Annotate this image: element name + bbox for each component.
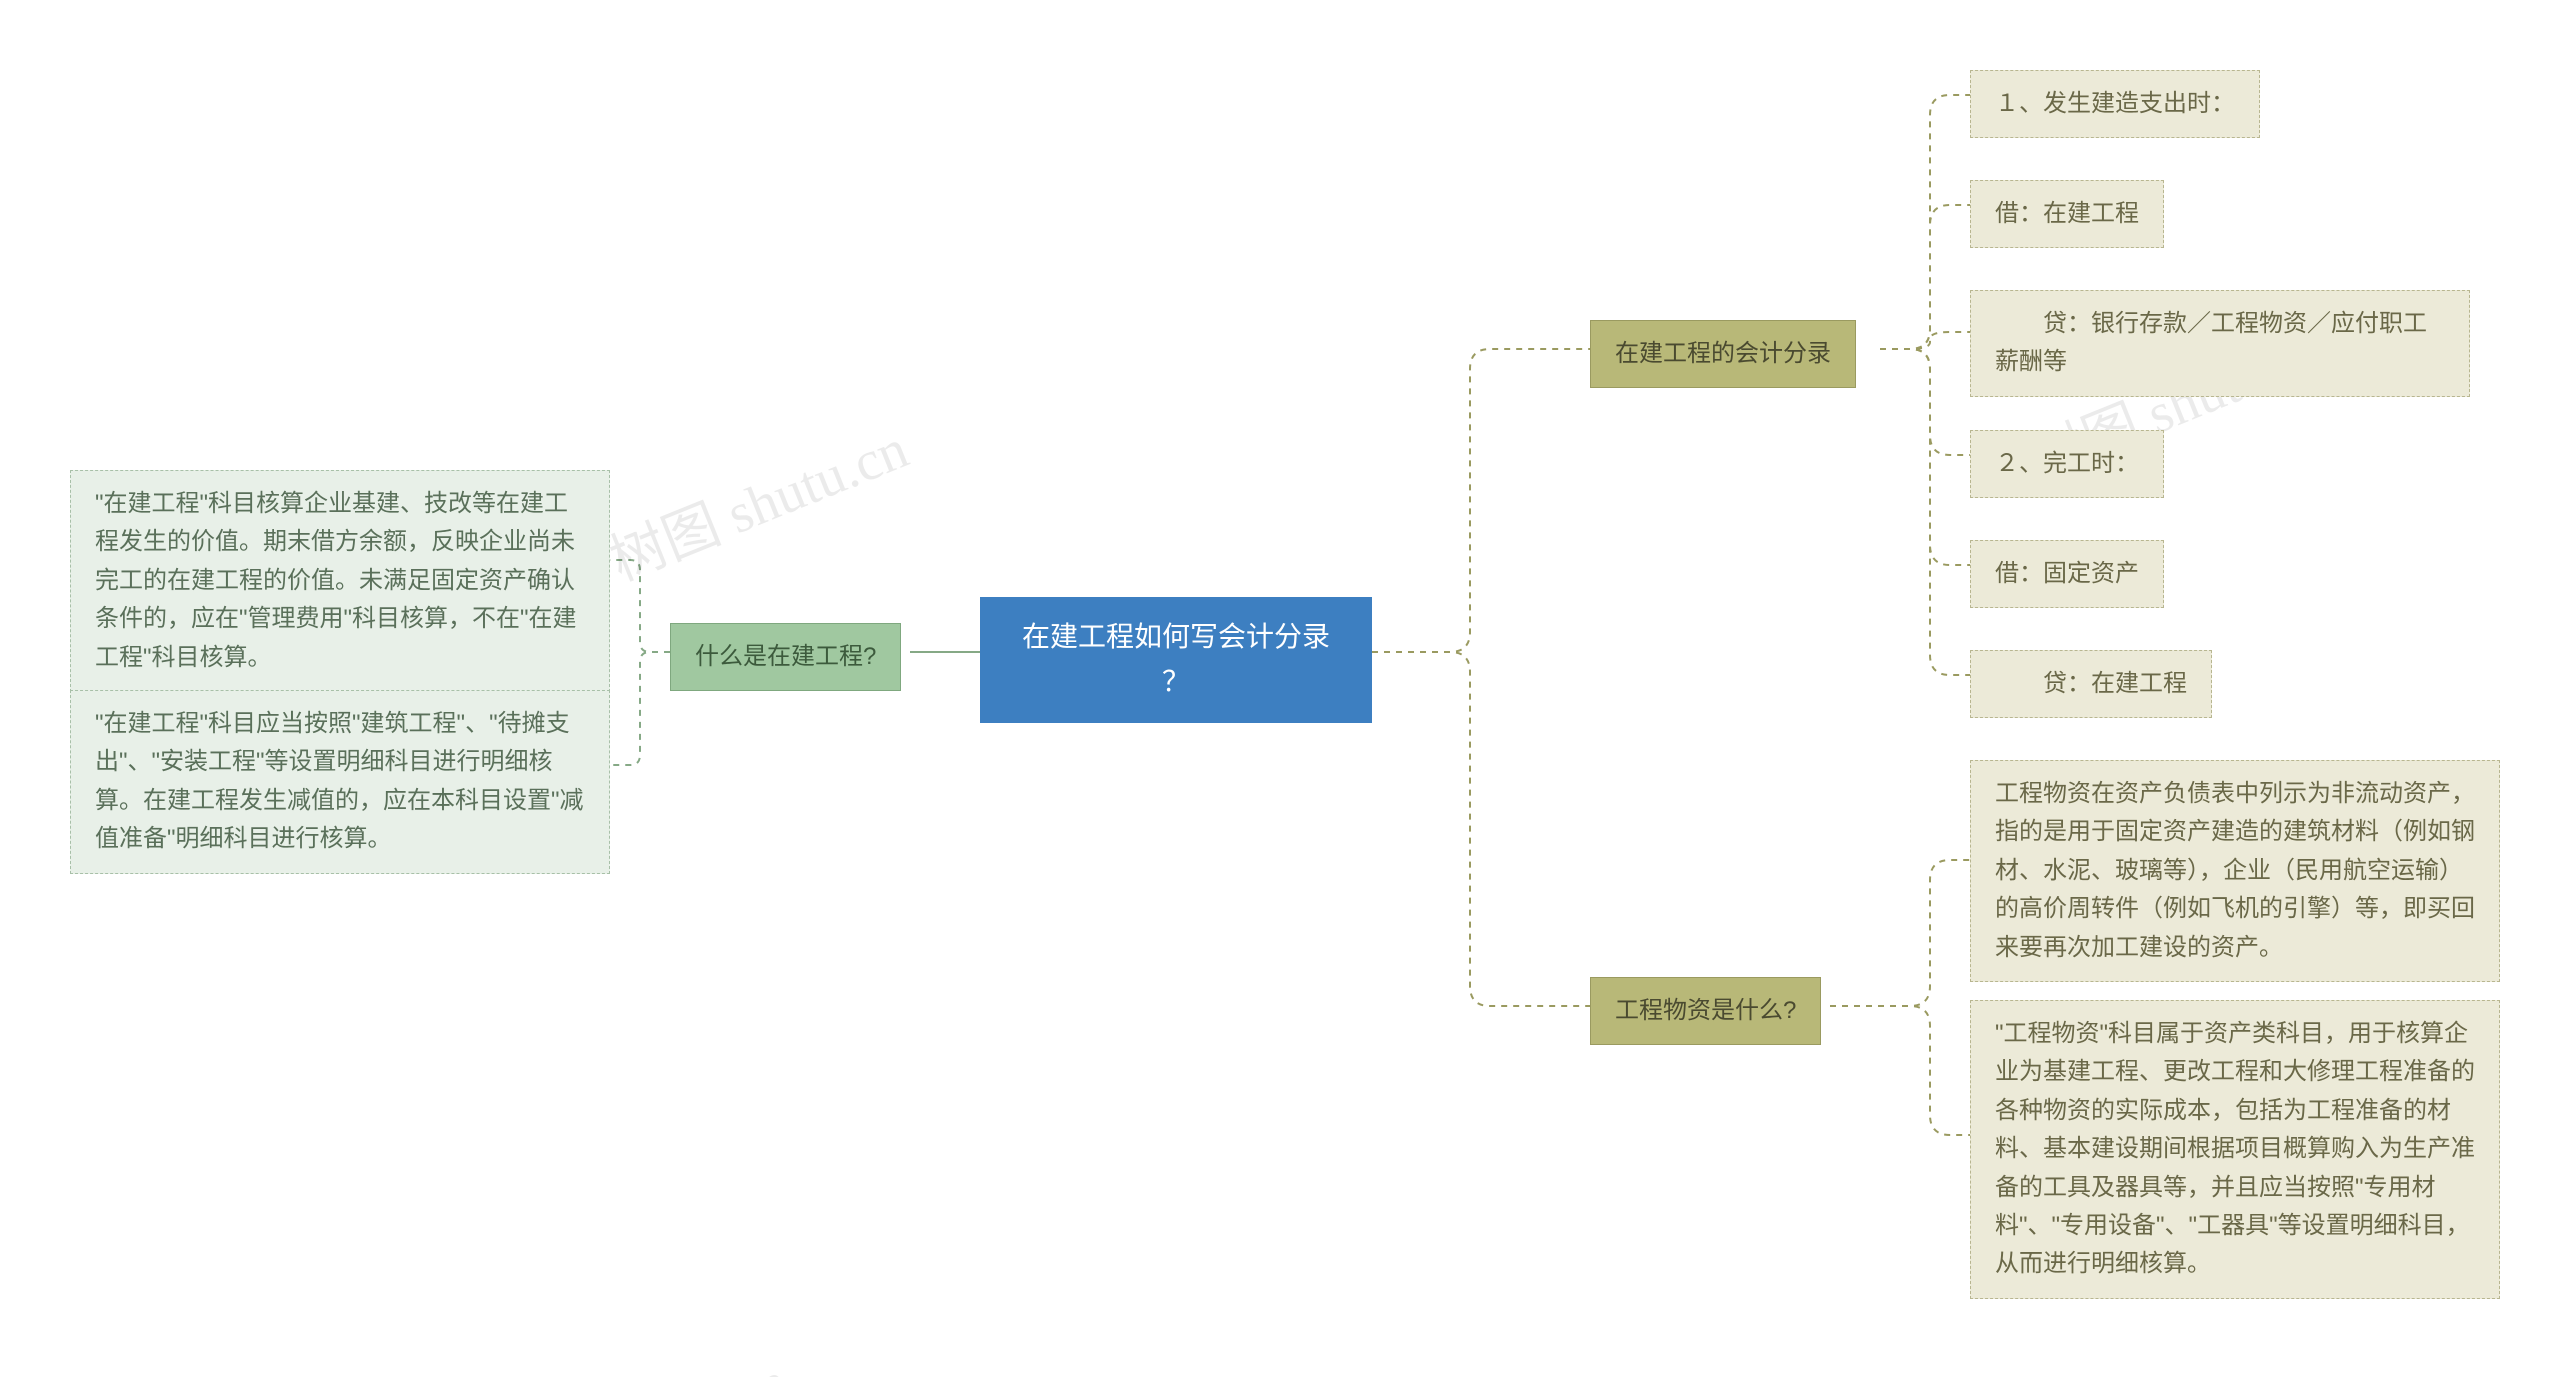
edge-root-right-0: [1372, 349, 1590, 652]
edge-r0-l4: [1880, 349, 1970, 565]
edge-r1-l1: [1830, 1006, 1970, 1135]
right-1-leaf-1[interactable]: "工程物资"科目属于资产类科目，用于核算企业为基建工程、更改工程和大修理工程准备…: [1970, 1000, 2500, 1299]
right-branch-0-node[interactable]: 在建工程的会计分录: [1590, 320, 1856, 388]
root-text-line2: ？: [1162, 666, 1190, 697]
edge-left-leaf-0: [610, 560, 670, 652]
right-0-leaf-3[interactable]: ２、完工时：: [1970, 430, 2164, 498]
edge-r0-l5: [1880, 349, 1970, 675]
right-0-leaf-1[interactable]: 借：在建工程: [1970, 180, 2164, 248]
edge-r0-l0: [1880, 95, 1970, 349]
right-1-leaf-0[interactable]: 工程物资在资产负债表中列示为非流动资产，指的是用于固定资产建造的建筑材料（例如钢…: [1970, 760, 2500, 982]
root-text-line1: 在建工程如何写会计分录: [1022, 621, 1330, 652]
edge-r0-l1: [1880, 205, 1970, 349]
left-leaf-1[interactable]: "在建工程"科目应当按照"建筑工程"、"待摊支出"、"安装工程"等设置明细科目进…: [70, 690, 610, 874]
edge-r0-l3: [1880, 349, 1970, 455]
watermark-2: .cn: [710, 1350, 796, 1377]
left-leaf-0[interactable]: "在建工程"科目核算企业基建、技改等在建工程发生的价值。期末借方余额，反映企业尚…: [70, 470, 610, 692]
left-branch-node[interactable]: 什么是在建工程?: [670, 623, 901, 691]
edge-r0-l2: [1880, 332, 1970, 349]
edge-r1-l0: [1830, 860, 1970, 1006]
watermark-0: 树图 shutu.cn: [596, 404, 918, 597]
root-node[interactable]: 在建工程如何写会计分录 ？: [980, 597, 1372, 723]
right-0-leaf-5[interactable]: 贷：在建工程: [1970, 650, 2212, 718]
edge-root-right-1: [1372, 652, 1590, 1006]
right-0-leaf-0[interactable]: １、发生建造支出时：: [1970, 70, 2260, 138]
right-0-leaf-4[interactable]: 借：固定资产: [1970, 540, 2164, 608]
right-branch-1-node[interactable]: 工程物资是什么?: [1590, 977, 1821, 1045]
edge-left-leaf-1: [610, 652, 670, 765]
right-0-leaf-2[interactable]: 贷：银行存款／工程物资／应付职工薪酬等: [1970, 290, 2470, 397]
